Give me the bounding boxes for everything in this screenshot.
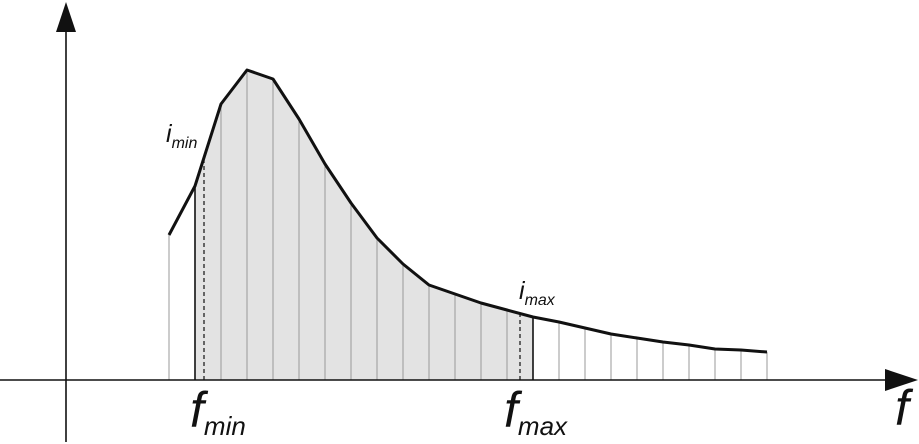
- label-i-min: imin: [166, 120, 197, 152]
- label-i-max: imax: [519, 277, 556, 309]
- y-axis-arrowhead: [56, 2, 76, 32]
- label-f-min: fmin: [190, 382, 246, 441]
- integration-area: [195, 70, 533, 380]
- x-axis-arrowhead: [885, 369, 918, 391]
- axis-label-f: f: [895, 380, 914, 436]
- spectrum-curve: [167, 68, 768, 354]
- strip-lines: [168, 70, 768, 380]
- label-f-max: fmax: [504, 382, 568, 441]
